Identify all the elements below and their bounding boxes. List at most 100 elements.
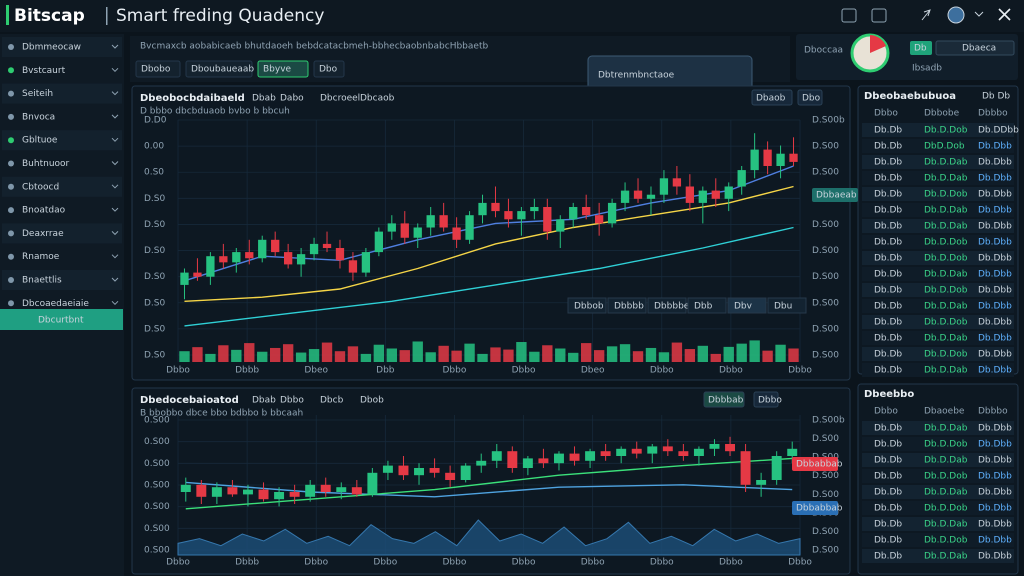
- x-label: Dbbo: [443, 366, 467, 376]
- book-row[interactable]: [862, 485, 1014, 499]
- candle-body: [776, 153, 785, 166]
- book-row[interactable]: [862, 347, 1014, 361]
- book-row[interactable]: [862, 299, 1014, 313]
- book-row[interactable]: [862, 533, 1014, 547]
- close-icon[interactable]: [998, 8, 1011, 21]
- sidebar: [0, 34, 124, 576]
- book-cell: Db.Dbb: [978, 488, 1012, 498]
- book-cell: Db.Db: [874, 302, 902, 312]
- book-cell: Db.Dbb: [978, 158, 1012, 168]
- volume-bar: [205, 353, 216, 362]
- nav-icon: [8, 277, 14, 283]
- candle-body: [283, 252, 293, 265]
- book-row[interactable]: [862, 283, 1014, 297]
- book-cell: Db.D.Dob: [924, 318, 968, 328]
- overlay-tab[interactable]: [607, 297, 647, 314]
- volume-bar: [581, 343, 592, 362]
- nav-row[interactable]: [2, 37, 122, 57]
- book-row[interactable]: [862, 171, 1014, 185]
- nav-chevron: [111, 184, 119, 189]
- candle-body: [633, 190, 643, 199]
- volume-bar: [568, 352, 579, 362]
- chevron[interactable]: [974, 11, 984, 17]
- tab[interactable]: [185, 60, 253, 78]
- book-row[interactable]: [862, 139, 1014, 153]
- book-row[interactable]: [862, 363, 1014, 377]
- nav-chevron: [111, 231, 119, 236]
- volume-bar: [788, 348, 799, 362]
- book-cell: Db.Dbb: [978, 286, 1012, 296]
- book-row[interactable]: [862, 219, 1014, 233]
- book-row[interactable]: [862, 517, 1014, 531]
- nav-item: Dbmmeocaw: [22, 43, 81, 53]
- volume-bar: [516, 342, 527, 362]
- nav-row[interactable]: [2, 83, 122, 104]
- volume-bar: [619, 344, 631, 362]
- book-cell: Db.Db: [874, 366, 902, 376]
- volume-bar: [555, 348, 566, 362]
- book-row[interactable]: [862, 453, 1014, 467]
- overlay-tab[interactable]: [727, 297, 767, 314]
- book-cell: Db.D.Dab: [924, 270, 968, 280]
- overlay-tab-label: Dbbbb: [614, 302, 644, 312]
- book-row[interactable]: [862, 155, 1014, 169]
- book-row[interactable]: [862, 315, 1014, 329]
- book-row[interactable]: [862, 267, 1014, 281]
- green-button[interactable]: [910, 41, 932, 55]
- book-cell: Db.D.Dab: [924, 334, 968, 344]
- overlay-tab[interactable]: [647, 297, 687, 314]
- book-row[interactable]: [862, 331, 1014, 345]
- tab[interactable]: [135, 60, 181, 78]
- book-row[interactable]: [862, 421, 1014, 435]
- book-row[interactable]: [862, 549, 1014, 563]
- nav-row[interactable]: [2, 270, 122, 290]
- candle-body: [789, 153, 798, 162]
- nav-row[interactable]: [2, 130, 122, 151]
- book-row[interactable]: [862, 501, 1014, 515]
- overlay-tab[interactable]: [567, 297, 607, 314]
- book-row[interactable]: [862, 469, 1014, 483]
- candle-body: [582, 207, 591, 216]
- chart-button[interactable]: [751, 89, 793, 106]
- overlay-tab-label: Dbbbbe: [654, 302, 690, 312]
- overlay-tab[interactable]: [767, 297, 807, 314]
- book-row[interactable]: [862, 251, 1014, 265]
- chart-button[interactable]: [753, 391, 779, 408]
- x-label: Dbb: [376, 366, 395, 376]
- x-label: Dbbo: [788, 366, 812, 376]
- right-label: D.S00b: [812, 116, 845, 126]
- window-icon[interactable]: [841, 8, 857, 23]
- chart-tag: Dbcb: [320, 396, 344, 406]
- chart-button[interactable]: [703, 391, 745, 408]
- book-cell: Db.Db: [874, 174, 902, 184]
- overlay-tab-label: Dbu: [774, 302, 792, 312]
- avatar[interactable]: [947, 6, 965, 24]
- book-row[interactable]: [862, 203, 1014, 217]
- chart-button[interactable]: [797, 89, 823, 106]
- candle-body: [374, 231, 384, 253]
- y-label: D.S0: [144, 272, 166, 282]
- volume-bar: [632, 351, 644, 362]
- book-row[interactable]: [862, 235, 1014, 249]
- book-row[interactable]: [862, 187, 1014, 201]
- book-row[interactable]: [862, 123, 1014, 137]
- volume-bar: [697, 345, 708, 362]
- candle-body: [693, 448, 704, 456]
- tab[interactable]: [257, 60, 309, 78]
- book-cell: Db.Dbb: [978, 350, 1012, 360]
- overlay-tab[interactable]: [687, 297, 727, 314]
- candle-body: [647, 446, 658, 454]
- tab[interactable]: [313, 60, 345, 78]
- nav-chevron: [111, 114, 119, 119]
- expand-icon[interactable]: [921, 9, 931, 21]
- nav-selected[interactable]: [0, 309, 123, 330]
- candle-body: [414, 468, 425, 476]
- dropdown[interactable]: [935, 40, 1015, 56]
- window-icon[interactable]: [871, 8, 887, 23]
- book-cell: Db.Dbb: [978, 270, 1012, 280]
- nav-row[interactable]: [2, 176, 122, 197]
- nav-row[interactable]: [2, 223, 122, 244]
- book-row[interactable]: [862, 437, 1014, 451]
- y-label: 0.S00: [144, 524, 170, 534]
- candle-body: [219, 256, 228, 263]
